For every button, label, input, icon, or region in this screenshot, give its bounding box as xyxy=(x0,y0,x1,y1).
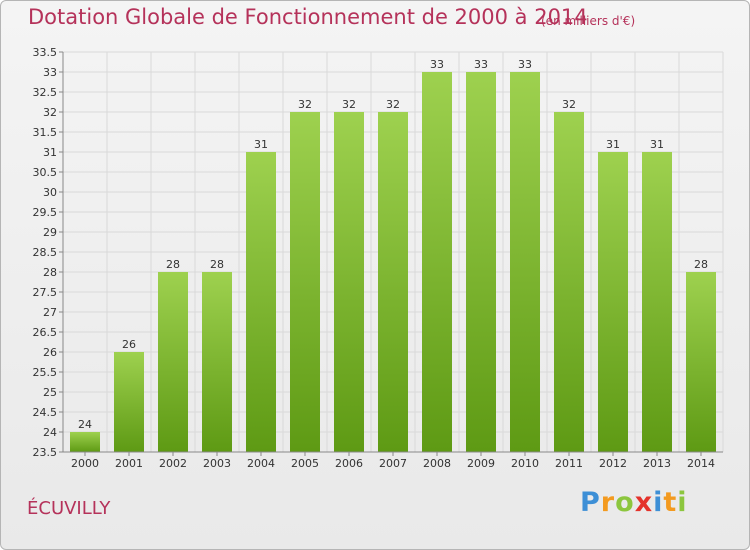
logo-letter: r xyxy=(600,487,616,518)
y-tick-label: 30.5 xyxy=(33,166,58,179)
data-label: 26 xyxy=(122,338,136,351)
y-tick-label: 27.5 xyxy=(33,286,58,299)
y-tick-label: 27 xyxy=(43,306,57,319)
data-label: 31 xyxy=(650,138,664,151)
bar xyxy=(114,352,144,452)
logo-letter: P xyxy=(580,487,601,518)
y-tick-label: 32 xyxy=(43,106,57,119)
y-tick-label: 26 xyxy=(43,346,57,359)
logo-letter: t xyxy=(663,487,678,518)
y-tick-label: 32.5 xyxy=(33,86,58,99)
data-label: 28 xyxy=(210,258,224,271)
data-label: 32 xyxy=(386,98,400,111)
x-tick-label: 2012 xyxy=(599,457,627,470)
y-tick-label: 33.5 xyxy=(33,46,58,59)
x-tick-label: 2007 xyxy=(379,457,407,470)
chart-title: Dotation Globale de Fonctionnement de 20… xyxy=(28,5,588,29)
data-label: 33 xyxy=(518,58,532,71)
y-tick-label: 31.5 xyxy=(33,126,58,139)
bar xyxy=(686,272,716,452)
proxiti-logo: Proxiti xyxy=(580,487,688,518)
data-label: 28 xyxy=(694,258,708,271)
y-tick-label: 25.5 xyxy=(33,366,58,379)
data-label: 33 xyxy=(474,58,488,71)
x-tick-label: 2013 xyxy=(643,457,671,470)
bar xyxy=(642,152,672,452)
bar xyxy=(70,432,100,452)
y-tick-label: 33 xyxy=(43,66,57,79)
bar xyxy=(510,72,540,452)
x-tick-label: 2005 xyxy=(291,457,319,470)
commune-name: ÉCUVILLY xyxy=(27,498,111,519)
y-tick-label: 30 xyxy=(43,186,57,199)
logo-letter: i xyxy=(677,487,688,518)
x-tick-label: 2003 xyxy=(203,457,231,470)
x-tick-label: 2004 xyxy=(247,457,275,470)
bar xyxy=(334,112,364,452)
logo-letter: x xyxy=(634,487,654,518)
y-tick-label: 24 xyxy=(43,426,57,439)
y-tick-label: 23.5 xyxy=(33,446,58,459)
data-label: 32 xyxy=(342,98,356,111)
x-tick-label: 2008 xyxy=(423,457,451,470)
bar xyxy=(466,72,496,452)
y-tick-label: 26.5 xyxy=(33,326,58,339)
data-label: 32 xyxy=(562,98,576,111)
data-label: 33 xyxy=(430,58,444,71)
x-tick-label: 2000 xyxy=(71,457,99,470)
y-tick-label: 29.5 xyxy=(33,206,58,219)
bar xyxy=(202,272,232,452)
y-tick-label: 25 xyxy=(43,386,57,399)
x-tick-label: 2014 xyxy=(687,457,715,470)
x-tick-label: 2010 xyxy=(511,457,539,470)
x-tick-label: 2002 xyxy=(159,457,187,470)
bar xyxy=(246,152,276,452)
data-label: 31 xyxy=(254,138,268,151)
logo-letter: i xyxy=(653,487,664,518)
y-tick-label: 29 xyxy=(43,226,57,239)
y-tick-label: 28 xyxy=(43,266,57,279)
logo-letter: o xyxy=(615,487,635,518)
bar xyxy=(158,272,188,452)
x-tick-label: 2009 xyxy=(467,457,495,470)
bar xyxy=(598,152,628,452)
data-label: 32 xyxy=(298,98,312,111)
chart-subtitle: (en milliers d'€) xyxy=(541,14,636,28)
bar xyxy=(290,112,320,452)
data-label: 28 xyxy=(166,258,180,271)
x-tick-label: 2011 xyxy=(555,457,583,470)
x-tick-label: 2006 xyxy=(335,457,363,470)
y-tick-label: 31 xyxy=(43,146,57,159)
y-tick-label: 28.5 xyxy=(33,246,58,259)
bar xyxy=(378,112,408,452)
bar xyxy=(554,112,584,452)
data-label: 24 xyxy=(78,418,92,431)
x-tick-label: 2001 xyxy=(115,457,143,470)
y-tick-label: 24.5 xyxy=(33,406,58,419)
data-label: 31 xyxy=(606,138,620,151)
bar xyxy=(422,72,452,452)
